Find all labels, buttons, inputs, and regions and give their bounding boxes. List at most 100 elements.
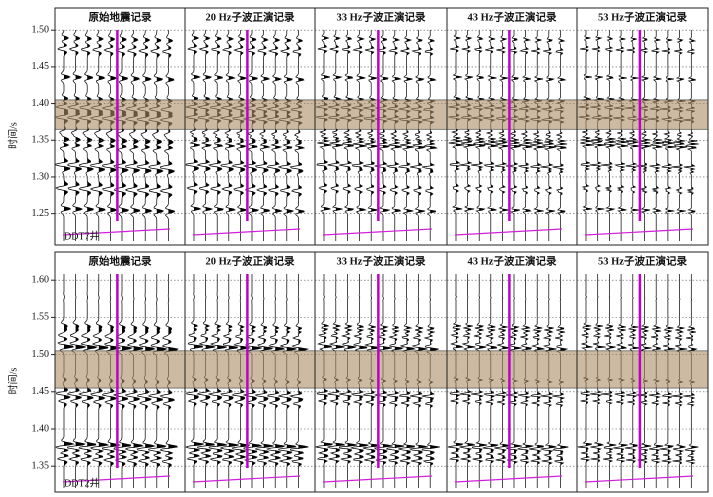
panel-title: 原始地震记录 xyxy=(89,10,152,23)
title-box xyxy=(577,252,708,272)
title-box xyxy=(577,8,708,28)
wiggle-fill xyxy=(418,30,426,241)
panel: 33 Hz子波正演记录 xyxy=(314,7,448,246)
wiggle-trace xyxy=(624,30,642,241)
title-box xyxy=(315,8,447,28)
well-label: DDT7井 xyxy=(64,229,100,242)
panel-title: 20 Hz子波正演记录 xyxy=(206,10,295,23)
highlight-band xyxy=(54,350,186,389)
wiggle-trace xyxy=(219,30,236,241)
panel-title: 43 Hz子波正演记录 xyxy=(468,10,557,23)
well-curve xyxy=(322,228,433,236)
wiggle-trace xyxy=(89,30,106,241)
wiggle-fill xyxy=(548,30,557,241)
wiggle-trace xyxy=(254,30,271,241)
wiggle-trace xyxy=(55,29,72,241)
wiggle-trace xyxy=(505,30,521,241)
wiggle-trace xyxy=(612,30,629,241)
y-tick-label: 1.55 xyxy=(32,312,50,323)
wiggle-trace xyxy=(207,30,224,241)
y-tick-label: 1.45 xyxy=(32,386,50,397)
wiggle-fill xyxy=(394,274,405,488)
panel-title: 43 Hz子波正演记录 xyxy=(468,254,557,267)
panel: 53 Hz子波正演记录 xyxy=(576,251,709,493)
wiggle-fill xyxy=(467,30,476,241)
wiggle-trace xyxy=(124,30,141,241)
wiggle-fill xyxy=(656,274,664,488)
wiggle-trace xyxy=(601,30,617,241)
well-curve xyxy=(584,475,694,483)
wiggle-trace xyxy=(409,30,426,241)
wiggle-trace xyxy=(448,30,464,241)
wiggle-trace xyxy=(148,30,165,241)
wiggle-fill xyxy=(525,274,534,488)
wiggle-trace xyxy=(529,30,546,241)
wiggle-trace xyxy=(647,30,665,241)
wiggle-trace xyxy=(471,30,486,241)
wiggle-trace xyxy=(589,30,606,241)
wiggle-trace xyxy=(385,30,402,241)
title-box xyxy=(315,252,447,272)
wiggle-fill xyxy=(479,30,486,241)
title-box xyxy=(55,8,185,28)
y-tick-label: 1.60 xyxy=(32,274,50,285)
y-tick-label: 1.40 xyxy=(32,423,50,434)
wiggle-trace xyxy=(315,30,332,241)
wiggle-fill xyxy=(667,30,677,241)
wiggle-trace xyxy=(136,30,153,241)
title-box xyxy=(185,8,315,28)
wiggle-fill xyxy=(110,274,121,488)
wiggle-trace xyxy=(552,30,568,241)
highlight-band xyxy=(576,99,709,130)
wiggle-fill xyxy=(217,274,228,488)
well-curve xyxy=(192,228,301,236)
panel-title: 33 Hz子波正演记录 xyxy=(337,254,426,267)
panel: 43 Hz子波正演记录 xyxy=(446,251,578,493)
wiggle-trace xyxy=(659,30,677,241)
title-box xyxy=(55,252,185,272)
wiggle-trace xyxy=(540,30,557,241)
wiggle-trace xyxy=(327,30,344,241)
highlight-band xyxy=(314,99,448,130)
y-tick-label: 1.25 xyxy=(32,208,50,219)
title-box xyxy=(447,8,577,28)
seismic-section: 时间/s 1.35 1.40 1.45 1.50 1.55 1.60 原始地震记录 20 Hz子… xyxy=(6,251,709,493)
wiggle-fill xyxy=(122,274,132,488)
wiggle-fill xyxy=(324,30,332,241)
well-label: DDT2井 xyxy=(64,476,100,489)
wiggle-fill xyxy=(479,274,488,488)
highlight-band xyxy=(184,99,316,130)
wiggle-trace xyxy=(374,30,391,241)
wiggle-trace xyxy=(277,30,295,241)
wiggle-trace xyxy=(196,30,214,241)
wiggle-fill xyxy=(514,274,522,488)
y-tick-label: 1.50 xyxy=(32,349,50,360)
panel: 53 Hz子波正演记录 xyxy=(576,7,709,246)
y-axis-label: 时间/s xyxy=(6,368,19,395)
wiggle-fill xyxy=(87,30,94,241)
wiggle-fill xyxy=(359,274,369,488)
well-curve xyxy=(62,228,171,236)
wiggle-fill xyxy=(691,30,699,241)
title-box xyxy=(185,252,315,272)
wiggle-trace xyxy=(351,30,367,241)
title-box xyxy=(447,252,577,272)
wiggle-fill xyxy=(560,30,568,241)
well-curve xyxy=(62,475,171,483)
well-curve xyxy=(454,228,563,236)
wiggle-trace xyxy=(683,30,699,241)
wiggle-trace xyxy=(362,30,379,241)
wiggle-trace xyxy=(636,30,652,241)
wiggle-fill xyxy=(194,30,201,241)
panel: 20 Hz子波正演记录 xyxy=(184,7,316,246)
wiggle-trace xyxy=(78,30,95,241)
panel-title: 20 Hz子波正演记录 xyxy=(206,254,295,267)
highlight-band xyxy=(184,350,316,389)
wiggle-trace xyxy=(459,30,476,241)
highlight-band xyxy=(576,350,709,389)
wiggle-fill xyxy=(597,30,606,241)
highlight-band xyxy=(314,350,448,389)
y-tick-label: 1.35 xyxy=(32,135,50,146)
wiggle-fill xyxy=(609,274,617,488)
